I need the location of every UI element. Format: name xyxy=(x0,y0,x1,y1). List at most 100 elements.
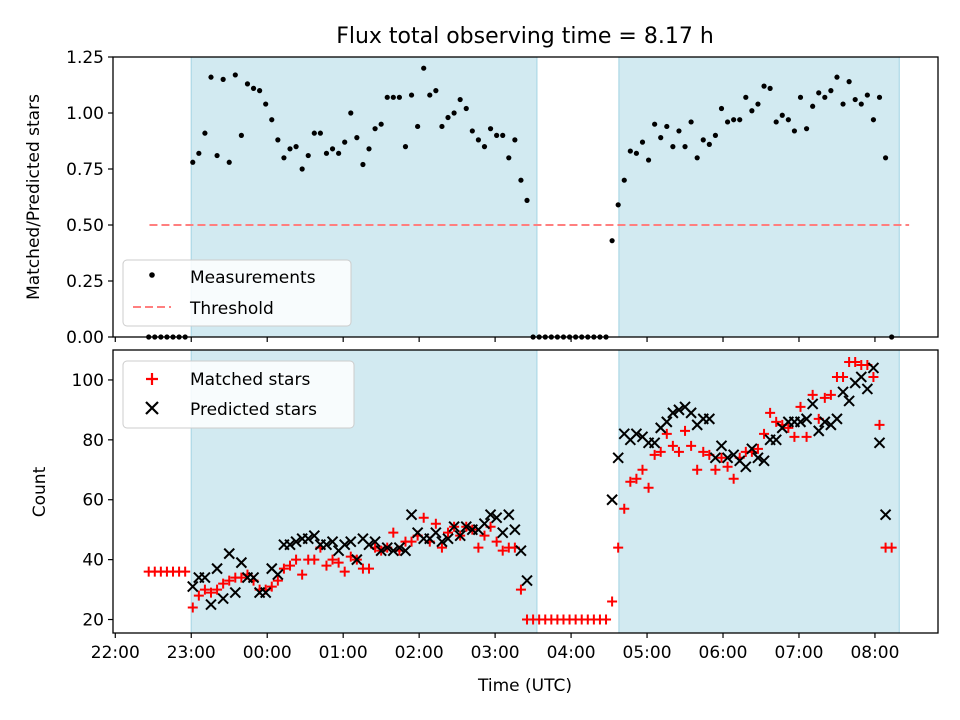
predicted-star-point xyxy=(800,413,813,425)
matched-star-point xyxy=(728,473,739,484)
matched-star-point xyxy=(637,464,648,475)
x-tick-label: 06:00 xyxy=(699,643,748,663)
measurement-point xyxy=(451,110,457,116)
measurement-point xyxy=(342,139,348,145)
measurement-point xyxy=(737,117,743,123)
measurement-point xyxy=(275,137,281,143)
measurement-point xyxy=(384,94,390,100)
chart-title: Flux total observing time = 8.17 h xyxy=(336,24,714,49)
matched-star-point xyxy=(443,527,454,538)
matched-star-point xyxy=(212,584,223,595)
predicted-star-point xyxy=(837,386,849,398)
top-panel-x-ticks xyxy=(114,337,876,342)
measurement-point xyxy=(232,72,238,78)
measurement-point xyxy=(269,117,275,123)
measurement-point xyxy=(615,202,621,208)
measurement-point xyxy=(834,74,840,80)
y-tick-label: 1.25 xyxy=(66,48,104,68)
bottom-panel-ylabel: Count xyxy=(30,466,50,517)
matched-star-point xyxy=(193,590,204,601)
matched-star-point xyxy=(218,578,229,589)
matched-star-point xyxy=(497,545,508,556)
matched-star-point xyxy=(765,407,776,418)
measurement-point xyxy=(791,128,798,134)
matched-star-point xyxy=(692,464,703,475)
measurement-point xyxy=(676,128,682,134)
measurement-point xyxy=(190,159,196,165)
measurement-point xyxy=(463,105,469,112)
predicted-star-point xyxy=(703,413,716,425)
matched-star-point xyxy=(759,428,770,439)
observing-window xyxy=(618,350,900,633)
measurement-point xyxy=(202,130,208,136)
matched-star-point xyxy=(722,461,733,472)
legend-measurements-marker xyxy=(149,272,155,278)
matched-star-point xyxy=(285,560,296,571)
matched-star-point xyxy=(236,572,247,583)
measurement-point xyxy=(664,123,670,130)
predicted-star-point xyxy=(290,535,302,548)
matched-star-point xyxy=(388,527,399,538)
predicted-star-point xyxy=(667,407,679,419)
top-panel-observing-windows xyxy=(190,57,900,337)
top-panel: 0.00 0.25 0.50 0.75 1.00 1.25 Matched/Predict… xyxy=(24,48,939,348)
y-tick-label: 20 xyxy=(82,611,104,631)
measurement-point xyxy=(731,117,737,123)
predicted-star-point xyxy=(794,416,807,428)
measurement-point xyxy=(250,85,257,91)
predicted-star-point xyxy=(363,538,375,551)
x-tick-label: 07:00 xyxy=(774,643,823,663)
predicted-star-point xyxy=(709,452,722,464)
predicted-star-point xyxy=(387,544,400,557)
measurement-point xyxy=(196,150,202,156)
predicted-star-point xyxy=(235,556,248,569)
x-tick-label: 23:00 xyxy=(167,643,216,663)
y-tick-label: 100 xyxy=(72,371,104,391)
matched-star-point xyxy=(309,554,320,565)
measurement-point xyxy=(749,108,755,114)
matched-star-point xyxy=(716,452,727,463)
x-axis-label: Time (UTC) xyxy=(477,676,572,696)
measurement-point xyxy=(323,150,330,156)
top-panel-measurements xyxy=(146,65,895,340)
measurement-point xyxy=(427,92,433,98)
predicted-star-point xyxy=(630,428,643,440)
predicted-star-point xyxy=(229,586,242,599)
y-tick-label: 0.50 xyxy=(66,216,104,236)
measurement-point xyxy=(348,110,354,116)
predicted-star-point xyxy=(302,532,314,545)
legend-measurements-label: Measurements xyxy=(190,268,316,288)
measurement-point xyxy=(803,126,810,132)
measurement-point xyxy=(822,94,828,100)
measurement-point xyxy=(785,117,791,123)
measurement-point xyxy=(372,126,378,132)
matched-star-point xyxy=(783,422,794,433)
x-tick-label: 00:00 xyxy=(243,643,292,663)
predicted-star-point xyxy=(381,541,393,554)
matched-star-point xyxy=(655,446,666,457)
predicted-star-point xyxy=(612,452,624,464)
measurement-point xyxy=(840,101,846,107)
measurement-point xyxy=(257,88,263,94)
legend-threshold-label: Threshold xyxy=(189,299,274,319)
predicted-star-point xyxy=(308,529,321,542)
predicted-star-point xyxy=(813,425,825,437)
measurement-point xyxy=(354,135,360,141)
matched-star-point xyxy=(631,473,642,484)
measurement-point xyxy=(852,96,858,103)
legend-matched-label: Matched stars xyxy=(190,370,310,390)
matched-star-point xyxy=(473,542,484,553)
y-tick-label: 0.25 xyxy=(66,272,104,292)
matched-star-point xyxy=(667,440,678,451)
measurement-point xyxy=(700,137,706,143)
y-tick-label: 60 xyxy=(82,491,104,511)
predicted-star-point xyxy=(497,526,509,539)
measurement-point xyxy=(402,144,409,150)
predicted-star-point xyxy=(746,443,758,455)
matched-star-point xyxy=(327,554,338,565)
matched-star-point xyxy=(607,596,618,607)
measurement-point xyxy=(621,177,627,183)
matched-star-point xyxy=(491,536,502,547)
matched-star-point xyxy=(187,602,198,613)
x-tick-label: 04:00 xyxy=(547,643,596,663)
